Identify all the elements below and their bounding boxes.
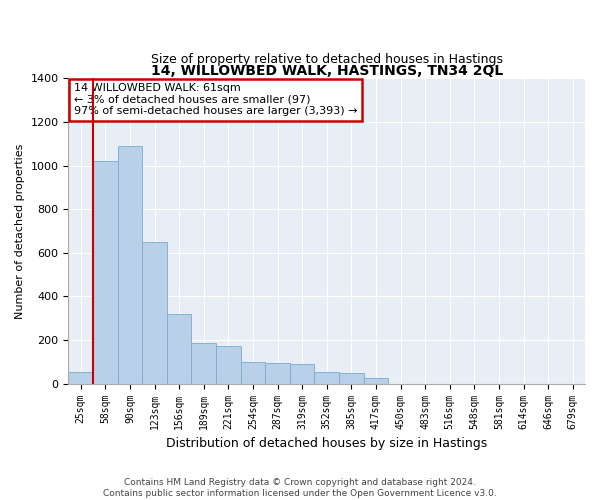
Y-axis label: Number of detached properties: Number of detached properties [15, 144, 25, 318]
Bar [93, 162, 118, 384]
Bar [142, 242, 167, 384]
Bar [68, 372, 93, 384]
Title: 14, WILLOWBED WALK, HASTINGS, TN34 2QL: 14, WILLOWBED WALK, HASTINGS, TN34 2QL [151, 64, 503, 78]
Text: Contains HM Land Registry data © Crown copyright and database right 2024.
Contai: Contains HM Land Registry data © Crown c… [103, 478, 497, 498]
Bar [216, 346, 241, 384]
Text: 14 WILLOWBED WALK: 61sqm
← 3% of detached houses are smaller (97)
97% of semi-de: 14 WILLOWBED WALK: 61sqm ← 3% of detache… [74, 83, 357, 116]
Bar [339, 373, 364, 384]
Bar [167, 314, 191, 384]
Bar [191, 344, 216, 384]
X-axis label: Distribution of detached houses by size in Hastings: Distribution of detached houses by size … [166, 437, 487, 450]
Text: Size of property relative to detached houses in Hastings: Size of property relative to detached ho… [151, 53, 503, 66]
Bar [364, 378, 388, 384]
Bar [265, 363, 290, 384]
Bar [290, 364, 314, 384]
Bar [314, 372, 339, 384]
Bar [241, 362, 265, 384]
Bar [118, 146, 142, 384]
